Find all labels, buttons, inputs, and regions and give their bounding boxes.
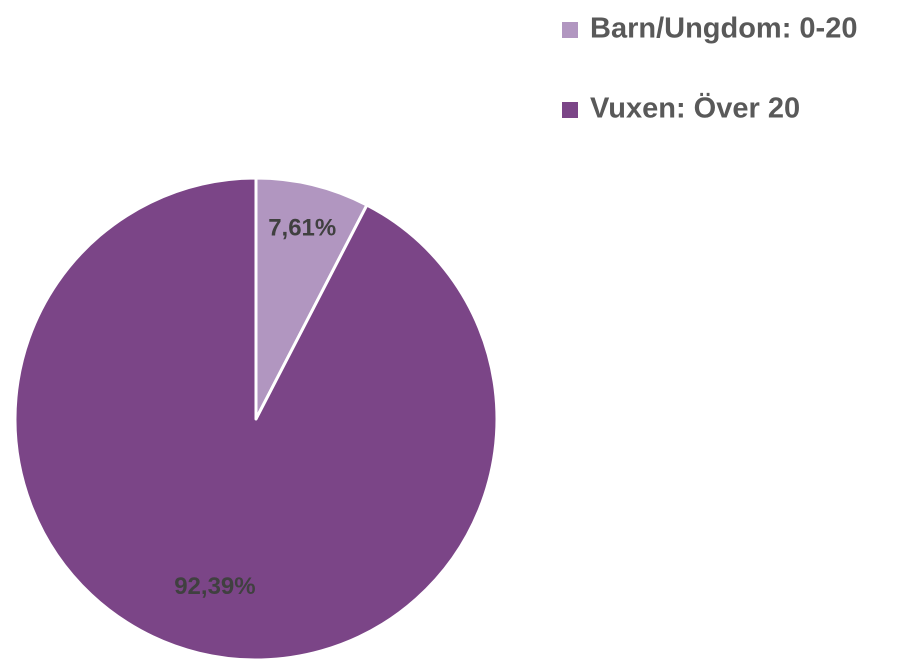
legend-label: Barn/Ungdom: 0-20 — [590, 13, 857, 45]
legend-label: Vuxen: Över 20 — [590, 92, 800, 125]
pie-slice — [254, 176, 369, 421]
legend-swatch — [562, 22, 578, 38]
legend-swatch — [562, 102, 578, 118]
data-label: 92,39% — [174, 573, 255, 600]
data-label: 7,61% — [268, 215, 336, 242]
pie-slice — [13, 176, 499, 661]
